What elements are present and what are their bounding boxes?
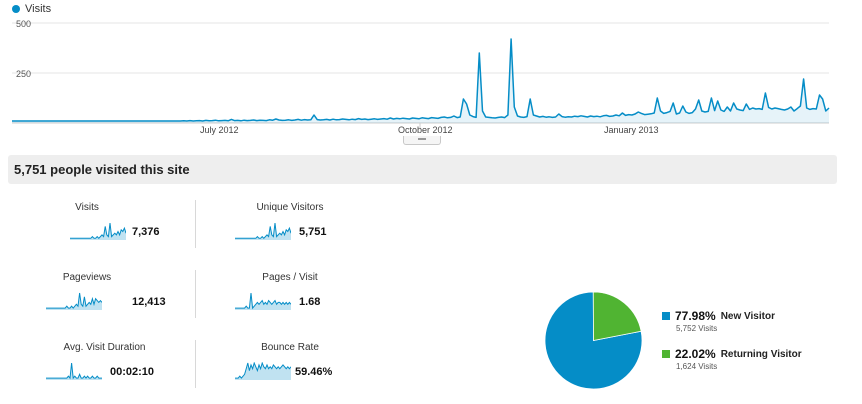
- metric-unique-visitors[interactable]: Unique Visitors 5,751: [235, 202, 380, 264]
- grip-icon: [418, 138, 426, 140]
- sparkline-line: [70, 222, 126, 240]
- pie-percent: 22.02%: [675, 347, 716, 361]
- metric-divider: [195, 340, 196, 388]
- pie-segment-name: New Visitor: [720, 310, 775, 322]
- sparkline-line: [235, 222, 291, 240]
- legend-series-label: Visits: [25, 3, 52, 15]
- x-tick-october-2012: October 2012: [398, 125, 453, 135]
- pie-slice-returning-visitor[interactable]: [584, 291, 642, 341]
- chart-resize-handle[interactable]: [403, 136, 441, 145]
- metric-label: Bounce Rate: [261, 342, 319, 353]
- sparkline: [70, 222, 126, 240]
- y-tick-250: 250: [16, 69, 32, 79]
- pie-legend-new-visitor[interactable]: 77.98% New Visitor 5,752 Visits: [662, 309, 775, 333]
- metric-value: 00:02:10: [110, 366, 155, 378]
- pie-legend-returning-visitor[interactable]: 22.02% Returning Visitor 1,624 Visits: [662, 347, 802, 371]
- visits-line-chart: [0, 0, 862, 150]
- visits-chart-svg: [12, 22, 830, 128]
- metric-divider: [195, 200, 196, 248]
- sparkline-line: [46, 292, 102, 309]
- metric-value: 7,376: [132, 226, 160, 238]
- pie-segment-visits: 1,624 Visits: [676, 362, 718, 371]
- sparkline-area: [235, 293, 291, 310]
- new-visitor-swatch-icon: [662, 312, 670, 320]
- sparkline: [235, 222, 291, 240]
- sparkline-line: [235, 292, 291, 310]
- summary-bar: 5,751 people visited this site: [8, 155, 837, 184]
- metric-avg-visit-duration[interactable]: Avg. Visit Duration 00:02:10: [32, 342, 177, 404]
- visits-series-dot-icon: [12, 5, 20, 13]
- visits-series-line: [12, 38, 830, 122]
- sparkline-area: [235, 363, 291, 380]
- metric-value: 1.68: [299, 296, 321, 308]
- metric-value: 5,751: [299, 226, 327, 238]
- sparkline: [235, 362, 291, 380]
- y-tick-500: 500: [16, 19, 32, 29]
- chart-legend: Visits: [12, 3, 51, 15]
- pie-percent: 77.98%: [675, 309, 716, 323]
- metric-visits[interactable]: Visits 7,376: [32, 202, 177, 264]
- x-tick-january-2013: January 2013: [604, 125, 659, 135]
- sparkline-area: [46, 293, 102, 310]
- summary-title: 5,751 people visited this site: [14, 162, 190, 177]
- sparkline-line: [46, 362, 102, 380]
- metric-label: Pages / Visit: [262, 272, 318, 283]
- metric-label: Pageviews: [62, 272, 112, 283]
- x-tick-july-2012: July 2012: [200, 125, 239, 135]
- metric-bounce-rate[interactable]: Bounce Rate 59.46%: [235, 342, 380, 404]
- returning-visitor-swatch-icon: [662, 350, 670, 358]
- sparkline: [46, 292, 102, 310]
- metric-value: 59.46%: [295, 366, 333, 378]
- metric-divider: [195, 270, 196, 318]
- visits-area-fill: [12, 39, 829, 123]
- pie-segment-name: Returning Visitor: [720, 348, 802, 360]
- metric-pageviews[interactable]: Pageviews 12,413: [32, 272, 177, 334]
- metric-pages-per-visit[interactable]: Pages / Visit 1.68: [235, 272, 380, 334]
- pie-segment-visits: 5,752 Visits: [676, 324, 718, 333]
- sparkline: [235, 292, 291, 310]
- metric-label: Unique Visitors: [256, 202, 324, 213]
- visitor-type-pie-chart: [544, 291, 643, 390]
- metric-value: 12,413: [132, 296, 166, 308]
- metric-label: Avg. Visit Duration: [63, 342, 146, 353]
- sparkline: [46, 362, 102, 380]
- sparkline-line: [235, 362, 291, 379]
- metric-label: Visits: [75, 202, 99, 213]
